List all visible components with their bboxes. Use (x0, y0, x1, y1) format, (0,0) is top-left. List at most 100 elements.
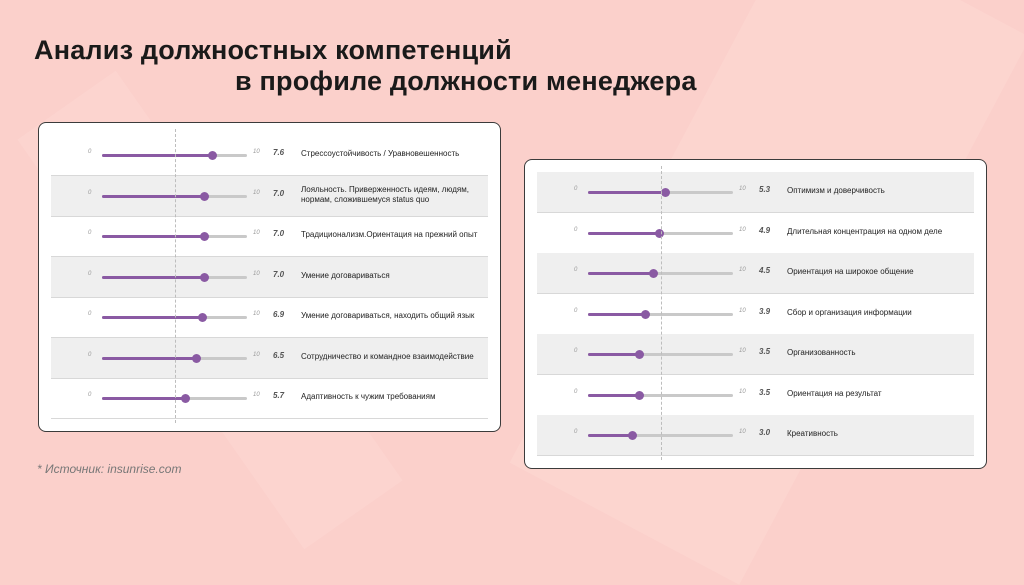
chart-row: 0 10 4.9 Длительная концентрация на одном д… (537, 213, 974, 253)
value-bar (102, 154, 213, 157)
value-marker (640, 309, 650, 319)
value-label: 3.0 (759, 428, 771, 437)
axis-min-label: 0 (574, 388, 578, 395)
value-marker (634, 390, 644, 400)
value-label: 3.5 (759, 347, 771, 356)
row-separator (51, 377, 488, 379)
axis-max-label: 10 (739, 267, 746, 273)
competency-label: Сбор и организация информации (787, 307, 912, 317)
row-separator (51, 296, 488, 298)
page-title-line-1: Анализ должностных компетенций (34, 35, 512, 65)
axis-min-label: 0 (88, 189, 92, 196)
competency-label: Оптимизм и доверчивость (787, 186, 885, 195)
midpoint-line (174, 129, 177, 423)
chart-row: 0 10 6.9 Умение договариваться, находить об… (51, 297, 488, 337)
page-title-line-2: в профиле должности менеджера (235, 66, 697, 96)
competency-panel-right: 0 10 5.3 Оптимизм и доверчивость 0 10 4.9 Длите… (524, 159, 987, 469)
axis-max-label: 10 (253, 351, 260, 358)
competency-label: Умение договариваться (301, 270, 390, 280)
axis-min-label: 0 (574, 186, 578, 192)
value-label: 4.5 (759, 266, 771, 275)
axis-min-label: 0 (88, 392, 92, 398)
competency-label: Длительная концентрация на одном деле (787, 226, 943, 236)
axis-max-label: 10 (739, 186, 746, 192)
competency-label: Ориентация на широкое общение (787, 267, 914, 276)
competency-label: Адаптивность к чужим требованиям (301, 392, 436, 401)
value-marker (198, 313, 208, 322)
axis-min-label: 0 (574, 226, 578, 233)
axis-min-label: 0 (574, 429, 578, 435)
value-label: 7.0 (273, 269, 285, 279)
value-bar (102, 316, 203, 319)
value-marker (180, 394, 190, 403)
axis-max-label: 10 (253, 392, 260, 398)
axis-max-label: 10 (739, 226, 746, 233)
competency-label: Сотрудничество и командное взаимодействи… (301, 351, 474, 361)
chart-row: 0 10 7.0 Лояльность. Приверженность идеям, … (51, 175, 488, 216)
chart-row: 0 10 7.0 Умение договариваться (51, 256, 488, 297)
axis-min-label: 0 (574, 267, 578, 273)
chart-row: 0 10 7.0 Традиционализм.Ориентация на прежн… (51, 216, 488, 256)
chart-row: 0 10 6.5 Сотрудничество и командное взаимод… (51, 337, 488, 378)
value-bar (102, 275, 204, 279)
chart-row: 0 10 3.5 Организованность (537, 334, 974, 374)
axis-max-label: 10 (739, 348, 746, 354)
chart-row: 0 10 4.5 Ориентация на широкое общение (537, 253, 974, 293)
value-label: 6.9 (273, 310, 285, 319)
value-bar (102, 194, 204, 198)
axis-max-label: 10 (739, 388, 746, 395)
value-marker (199, 232, 209, 241)
value-label: 3.5 (759, 387, 771, 397)
value-label: 3.9 (759, 306, 771, 316)
value-label: 5.3 (759, 185, 771, 194)
value-marker (634, 350, 644, 359)
row-separator (537, 293, 974, 294)
value-marker (649, 269, 659, 278)
value-label: 5.7 (273, 391, 285, 400)
row-separator (537, 212, 974, 213)
axis-min-label: 0 (574, 348, 578, 354)
value-marker (660, 188, 670, 197)
value-bar (588, 231, 660, 235)
competency-label: Умение договариваться, находить общий яз… (301, 311, 475, 320)
competency-label: Традиционализм.Ориентация на прежний опы… (301, 230, 478, 239)
row-separator (537, 374, 974, 375)
midpoint-line (660, 166, 663, 460)
chart-row: 0 10 7.6 Стрессоустойчивость / Уравновешенн… (51, 135, 488, 175)
value-bar (588, 434, 632, 437)
value-label: 7.0 (273, 188, 285, 198)
value-bar (588, 272, 654, 275)
value-bar (102, 235, 204, 238)
value-label: 7.6 (273, 148, 285, 157)
value-marker (199, 191, 209, 201)
row-separator (51, 215, 488, 217)
value-marker (627, 431, 637, 440)
axis-max-label: 10 (253, 149, 260, 155)
source-note: * Источник: insunrise.com (37, 462, 182, 476)
axis-max-label: 10 (253, 189, 260, 196)
axis-min-label: 0 (88, 230, 92, 236)
axis-min-label: 0 (88, 351, 92, 358)
chart-row: 0 10 3.9 Сбор и организация информации (537, 294, 974, 334)
value-bar (588, 393, 639, 397)
value-bar (102, 397, 185, 400)
competency-label: Организованность (787, 348, 856, 357)
value-bar (588, 312, 645, 316)
axis-max-label: 10 (253, 270, 260, 277)
competency-label: Стрессоустойчивость / Уравновешенность (301, 149, 460, 158)
value-marker (655, 228, 665, 238)
competency-label: Лояльность. Приверженность идеям, людям,… (301, 184, 469, 204)
row-separator (537, 455, 974, 456)
axis-max-label: 10 (253, 230, 260, 236)
value-label: 6.5 (273, 350, 285, 360)
chart-row: 0 10 3.0 Креативность (537, 415, 974, 455)
value-bar (588, 353, 639, 356)
axis-min-label: 0 (574, 307, 578, 314)
axis-min-label: 0 (88, 270, 92, 277)
value-label: 7.0 (273, 229, 285, 238)
value-label: 4.9 (759, 225, 771, 235)
axis-min-label: 0 (88, 149, 92, 155)
axis-max-label: 10 (253, 311, 260, 317)
axis-max-label: 10 (739, 307, 746, 314)
axis-min-label: 0 (88, 311, 92, 317)
